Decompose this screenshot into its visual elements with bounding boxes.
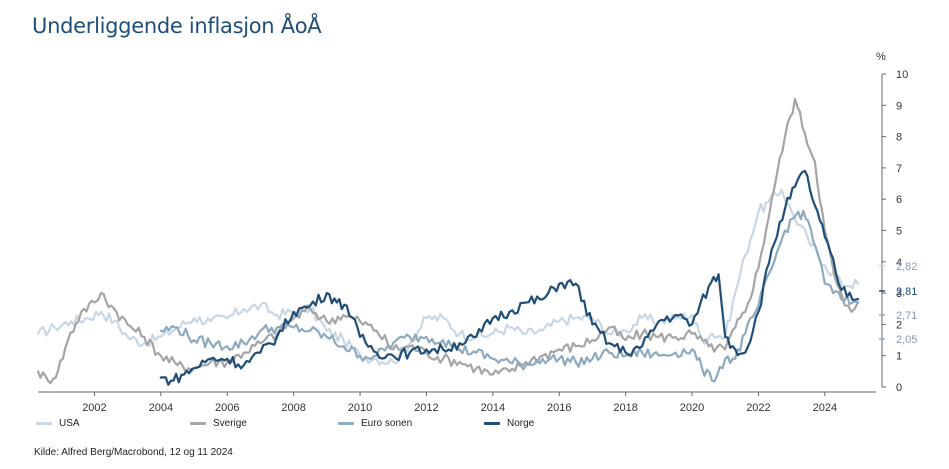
series-line-sverige <box>36 97 860 385</box>
end-value-label-usa: 2,82 <box>896 261 917 273</box>
x-tick-label: 2014 <box>481 402 505 414</box>
y-tick-label: 7 <box>896 163 902 175</box>
series-line-norge <box>159 169 860 386</box>
x-tick-label: 2024 <box>813 402 837 414</box>
x-tick-label: 2016 <box>547 402 571 414</box>
end-value-label-norge: 2,81 <box>896 286 917 298</box>
y-axis-unit: % <box>876 51 886 63</box>
series-layer <box>36 97 860 386</box>
y-tick-label: 5 <box>896 226 902 238</box>
x-tick-label: 2018 <box>613 402 637 414</box>
y-tick-label: 4 <box>896 257 902 269</box>
source-note: Kilde: Alfred Berg/Macrobond, 12 og 11 2… <box>34 447 233 458</box>
end-value-label-euro-sonen: 2,05 <box>896 334 917 346</box>
x-tick-label: 2004 <box>149 402 173 414</box>
y-tick-label: 10 <box>896 69 908 81</box>
y-tick-label: 9 <box>896 100 902 112</box>
x-tick-label: 2008 <box>281 402 305 414</box>
x-tick-label: 2020 <box>680 402 704 414</box>
y-tick-label: 6 <box>896 194 902 206</box>
y-tick-label: 1 <box>896 351 902 363</box>
x-tick-label: 2012 <box>414 402 438 414</box>
x-tick-label: 2022 <box>746 402 770 414</box>
series-line-euro-sonen <box>159 209 860 383</box>
end-value-label-sverige: 2,71 <box>896 310 917 322</box>
y-tick-label: 0 <box>896 382 902 394</box>
x-tick-label: 2010 <box>348 402 372 414</box>
y-tick-label: 8 <box>896 132 902 144</box>
y-tick-label: 2 <box>896 319 902 331</box>
series-line-usa <box>36 188 860 366</box>
x-tick-label: 2002 <box>82 402 106 414</box>
y-tick-label: 3 <box>896 288 902 300</box>
chart-title: Underliggende inflasjon ÅoÅ <box>32 14 322 38</box>
axis-layer: 2002 2004 2006 2008 2010 2012 2014 2016 2018 2020… <box>38 51 917 414</box>
x-tick-label: 2006 <box>215 402 239 414</box>
